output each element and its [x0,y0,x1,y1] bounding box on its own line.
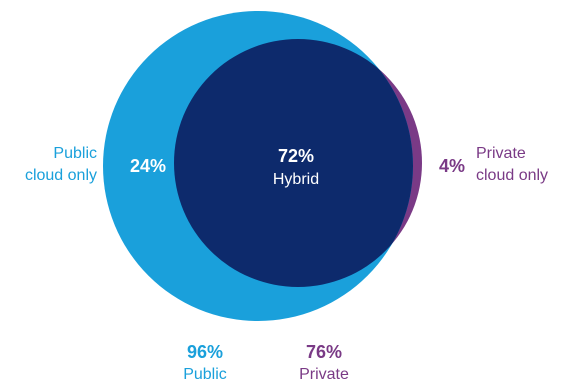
hybrid-overlap [174,39,413,287]
private-only-label-line2: cloud only [476,167,548,184]
public-only-value: 24% [130,156,166,176]
private-only-value: 4% [439,156,465,176]
private-total-label: Private [299,366,349,380]
public-total-value: 96% [187,342,223,362]
public-total-label: Public [183,366,227,380]
hybrid-value: 72% [278,146,314,166]
private-total-value: 76% [306,342,342,362]
hybrid-label: Hybrid [273,171,319,188]
public-only-label-line1: Public [53,145,97,162]
private-only-label-line1: Private [476,145,526,162]
public-only-label-line2: cloud only [25,167,97,184]
